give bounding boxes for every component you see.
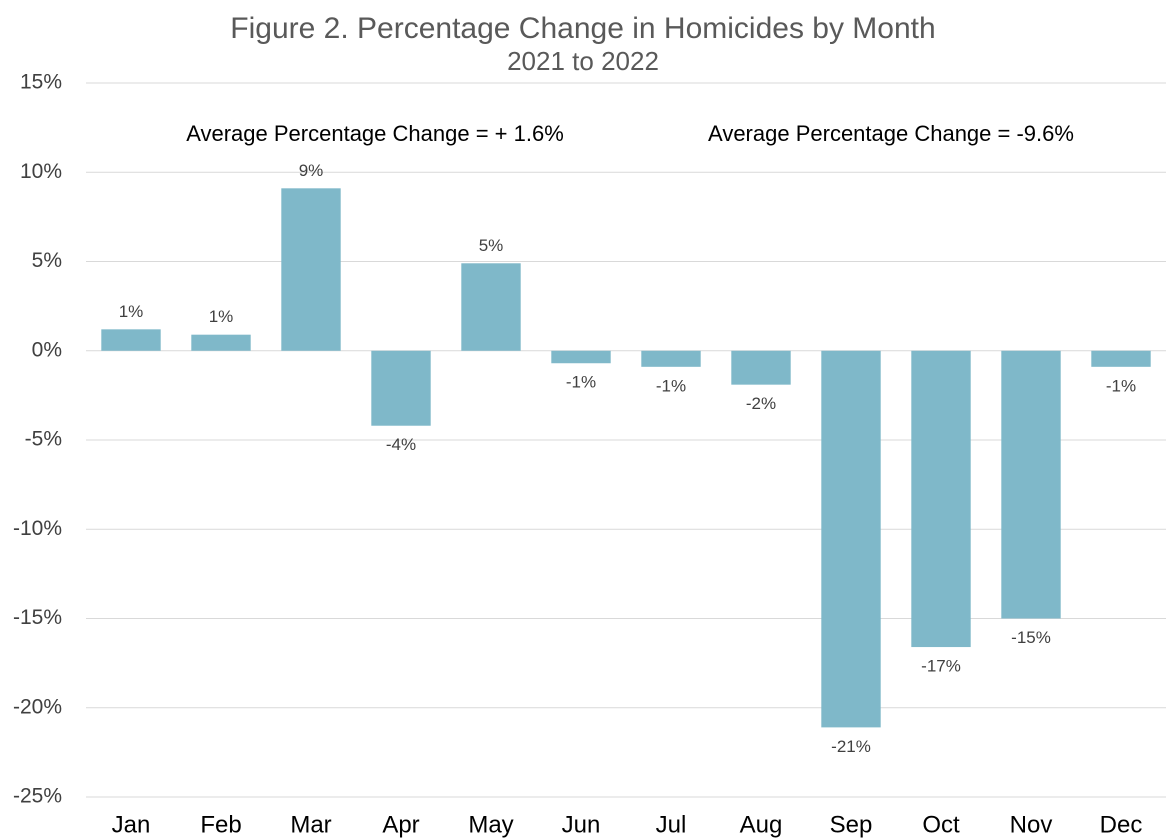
x-tick-label: Jan xyxy=(112,811,151,838)
annotation: Average Percentage Change = + 1.6% xyxy=(186,121,564,146)
x-tick-label: Sep xyxy=(830,811,873,838)
data-label: 1% xyxy=(119,302,144,321)
annotation: Average Percentage Change = -9.6% xyxy=(708,121,1074,146)
bar xyxy=(911,350,971,648)
bar xyxy=(551,350,611,364)
x-tick-label: Aug xyxy=(740,811,783,838)
y-tick-label: -5% xyxy=(25,428,62,451)
data-label: -1% xyxy=(566,373,596,392)
x-tick-label: Mar xyxy=(290,811,331,838)
y-tick-label: 15% xyxy=(20,71,62,94)
bar xyxy=(641,350,701,367)
y-tick-label: -10% xyxy=(13,517,62,540)
data-label: 1% xyxy=(209,307,234,326)
x-tick-label: Nov xyxy=(1010,811,1053,838)
bar xyxy=(191,334,251,351)
y-tick-label: 5% xyxy=(32,249,62,272)
data-label: -2% xyxy=(746,394,776,413)
data-label: -1% xyxy=(656,376,686,395)
data-label: -1% xyxy=(1106,376,1136,395)
y-tick-label: -15% xyxy=(13,606,62,629)
x-tick-label: Feb xyxy=(200,811,241,838)
y-tick-label: -20% xyxy=(13,695,62,718)
x-tick-label: Jul xyxy=(656,811,687,838)
bar xyxy=(371,350,431,426)
chart-subtitle: 2021 to 2022 xyxy=(507,46,659,76)
x-tick-label: Apr xyxy=(382,811,419,838)
x-tick-label: Oct xyxy=(922,811,960,838)
bar xyxy=(821,350,881,728)
x-tick-label: Dec xyxy=(1100,811,1143,838)
data-label: -17% xyxy=(921,657,961,676)
data-label: 9% xyxy=(299,161,324,180)
bar xyxy=(461,263,521,351)
y-tick-label: 10% xyxy=(20,160,62,183)
bar xyxy=(1091,350,1151,367)
y-tick-label: -25% xyxy=(13,785,62,808)
data-label: -15% xyxy=(1011,628,1051,647)
chart-title: Figure 2. Percentage Change in Homicides… xyxy=(230,12,935,45)
bar xyxy=(281,188,341,351)
bar xyxy=(1001,350,1061,619)
bar xyxy=(731,350,791,385)
bar xyxy=(101,329,161,351)
x-tick-label: Jun xyxy=(562,811,601,838)
y-tick-label: 0% xyxy=(32,338,62,361)
x-tick-label: May xyxy=(468,811,513,838)
data-label: -21% xyxy=(831,737,871,756)
data-label: -4% xyxy=(386,435,416,454)
data-label: 5% xyxy=(479,236,504,255)
